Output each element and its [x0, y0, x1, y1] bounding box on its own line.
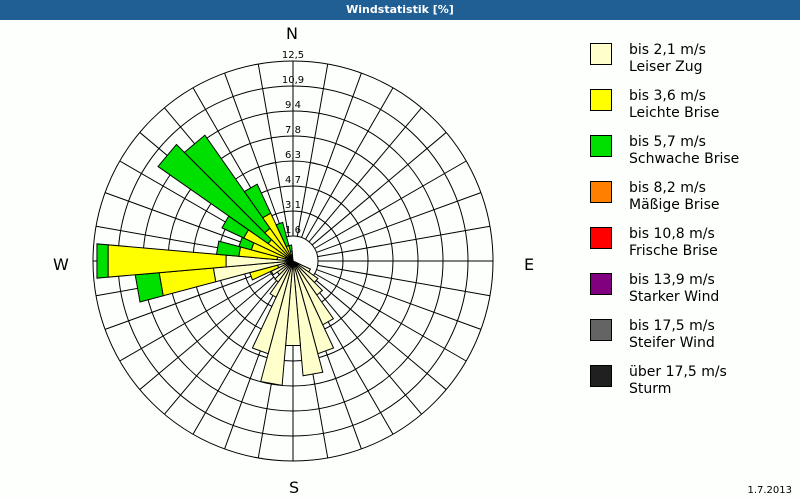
grid-spoke	[308, 107, 422, 243]
radial-tick-label: 4,7	[285, 175, 301, 186]
grid-spoke	[311, 132, 447, 246]
grid-spoke	[119, 273, 272, 362]
grid-spoke	[311, 276, 447, 390]
legend-label: Sturm	[629, 381, 672, 397]
wind-sector-bar	[183, 134, 271, 234]
legend-label: Steifer Wind	[629, 335, 715, 351]
legend-item: über 17,5 m/s Sturm	[590, 364, 739, 410]
grid-spoke	[305, 87, 394, 240]
grid-spoke	[314, 160, 467, 249]
radial-tick-label: 7,8	[285, 125, 301, 136]
legend-label: Frische Brise	[629, 243, 718, 259]
date-label: 1.7.2013	[747, 485, 792, 496]
compass-west-label: W	[53, 255, 69, 274]
wind-sector-bar	[215, 240, 242, 257]
legend-item: bis 10,8 m/s Frische Brise	[590, 226, 739, 272]
legend-swatch	[590, 181, 612, 203]
grid-spoke	[316, 269, 482, 330]
legend-range: bis 10,8 m/s	[629, 226, 715, 242]
legend-label: Schwache Brise	[629, 151, 740, 167]
grid-spoke	[317, 225, 491, 258]
legend-swatch	[590, 135, 612, 157]
legend-range: bis 3,6 m/s	[629, 88, 706, 104]
legend-range: bis 5,7 m/s	[629, 134, 706, 150]
legend-item: bis 2,1 m/s Leiser Zug	[590, 42, 739, 88]
legend-label: Leichte Brise	[629, 105, 720, 121]
radial-tick-label: 3,1	[285, 200, 301, 211]
legend-item: bis 8,2 m/s Mäßige Brise	[590, 180, 739, 226]
wind-sector-bar	[288, 244, 293, 253]
grid-spoke	[314, 273, 467, 362]
wind-sector-bar	[134, 272, 164, 303]
legend-item: bis 5,7 m/s Schwache Brise	[590, 134, 739, 180]
legend-item: bis 13,9 m/s Starker Wind	[590, 272, 739, 318]
legend-range: über 17,5 m/s	[629, 364, 727, 380]
compass-north-label: N	[286, 24, 298, 43]
chart-title: Windstatistik [%]	[0, 0, 800, 20]
grid-spoke	[317, 264, 491, 297]
legend-range: bis 13,9 m/s	[629, 272, 715, 288]
wind-sector-bar	[251, 260, 294, 355]
wind-sector-bar	[275, 221, 290, 248]
grid-spoke	[257, 63, 290, 237]
wind-sector-bar	[157, 143, 273, 245]
grid-spoke	[296, 63, 329, 237]
grid-spoke	[316, 192, 482, 253]
radial-tick-label: 12,5	[282, 50, 304, 61]
legend-item: bis 17,5 m/s Steifer Wind	[590, 318, 739, 364]
grid-spoke	[308, 279, 422, 415]
legend-label: Leiser Zug	[629, 59, 703, 75]
legend-range: bis 17,5 m/s	[629, 318, 715, 334]
radial-tick-label: 1,6	[285, 225, 301, 236]
legend-swatch	[590, 227, 612, 249]
legend-swatch	[590, 319, 612, 341]
legend-swatch	[590, 365, 612, 387]
legend-range: bis 8,2 m/s	[629, 180, 706, 196]
grid-spoke	[224, 72, 285, 238]
legend-swatch	[590, 89, 612, 111]
compass-south-label: S	[289, 478, 300, 497]
legend-swatch	[590, 43, 612, 65]
legend-swatch	[590, 273, 612, 295]
legend-label: Starker Wind	[629, 289, 720, 305]
wind-sector-bar	[96, 243, 109, 279]
grid-spoke	[192, 282, 281, 435]
compass-east-label: E	[524, 255, 535, 274]
legend-range: bis 2,1 m/s	[629, 42, 706, 58]
legend: bis 2,1 m/s Leiser Zug bis 3,6 m/s Leichte…	[590, 42, 739, 410]
radial-tick-label: 6,3	[285, 150, 301, 161]
radial-tick-label: 10,9	[282, 75, 304, 86]
grid-spoke	[139, 276, 275, 390]
grid-spoke	[104, 269, 270, 330]
legend-label: Mäßige Brise	[629, 197, 720, 213]
grid-spoke	[301, 72, 362, 238]
radial-tick-label: 9,4	[285, 100, 301, 111]
legend-item: bis 3,6 m/s Leichte Brise	[590, 88, 739, 134]
grid-spoke	[164, 279, 278, 415]
wind-sector-bar	[243, 183, 272, 219]
